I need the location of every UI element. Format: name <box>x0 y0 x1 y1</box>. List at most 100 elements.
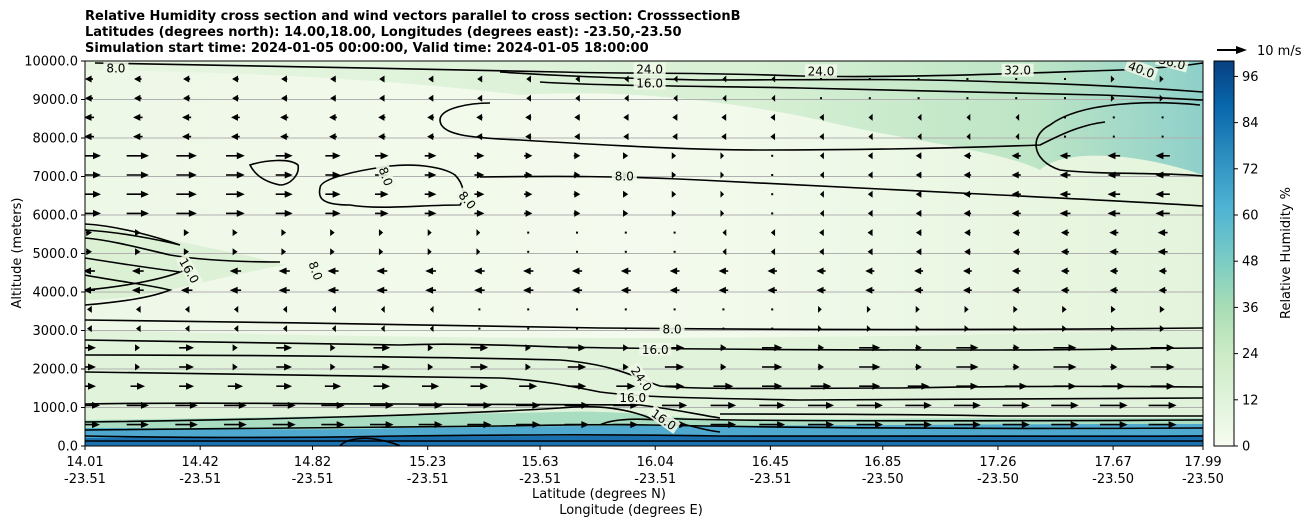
contour-line <box>85 237 281 263</box>
wind-vector <box>182 133 192 141</box>
wind-vector <box>276 363 293 371</box>
wind-vector <box>126 401 149 409</box>
wind-vector <box>770 133 776 141</box>
wind-vector <box>527 231 530 234</box>
wind-vector <box>515 421 541 429</box>
wind-vector <box>721 133 727 141</box>
wind-vector <box>1109 248 1119 256</box>
wind-vector <box>771 212 774 215</box>
wind-vector <box>1110 94 1115 102</box>
wind-vector <box>527 308 530 311</box>
wind-vector <box>527 327 530 330</box>
wind-vector <box>771 174 774 176</box>
contour-label: 24.0 <box>633 62 666 76</box>
wind-vector <box>917 133 922 141</box>
wind-vector <box>713 382 734 390</box>
wind-vector <box>859 363 881 371</box>
wind-vector <box>232 344 238 352</box>
wind-vector <box>429 325 434 333</box>
wind-vector <box>424 209 437 217</box>
wind-vector <box>819 209 824 217</box>
colorbar-ticks: 0 12 24 36 48 60 72 84 96 <box>1234 70 1259 455</box>
wind-vector <box>229 267 242 275</box>
wind-vector <box>575 94 580 102</box>
wind-vector <box>722 308 725 311</box>
wind-vector <box>573 152 581 160</box>
wind-vector <box>914 267 924 275</box>
wind-vector <box>1060 286 1070 294</box>
wind-vector <box>966 78 969 80</box>
contour-label: 16.0 <box>633 76 666 91</box>
wind-vector <box>86 229 92 237</box>
wind-vector <box>474 171 485 179</box>
wind-vector <box>176 190 197 198</box>
wind-vector <box>819 190 824 198</box>
wind-vector <box>179 363 195 371</box>
svg-text:16.0: 16.0 <box>636 77 663 91</box>
wind-vector <box>525 344 531 352</box>
wind-vector <box>226 152 245 160</box>
wind-vector <box>1107 171 1121 179</box>
wind-vector <box>330 248 335 256</box>
x-tick-label-longitude: -23.51 <box>407 472 449 487</box>
wind-vector <box>567 382 587 390</box>
wind-vector <box>1053 363 1077 371</box>
wind-vector <box>232 94 239 102</box>
contour-line <box>85 223 181 246</box>
wind-vector <box>622 344 629 352</box>
wind-vector <box>424 190 437 198</box>
wind-vector <box>720 344 727 352</box>
colorbar-tick-label: 96 <box>1242 70 1259 85</box>
x-tick-label-latitude: 16.04 <box>637 455 674 470</box>
wind-vector <box>1012 363 1020 371</box>
wind-vector <box>1051 401 1079 409</box>
contour-line <box>439 102 1106 151</box>
wind-vector <box>226 209 245 217</box>
wind-vector <box>233 305 239 313</box>
wind-vector <box>1059 190 1071 198</box>
wind-vector <box>1099 401 1128 409</box>
wind-vector <box>669 286 680 294</box>
wind-vector <box>523 267 534 275</box>
wind-vector <box>623 113 629 121</box>
wind-vector <box>1107 152 1121 160</box>
wind-vector <box>1064 78 1066 80</box>
wind-vector <box>1110 363 1118 371</box>
wind-vector <box>223 421 247 429</box>
wind-vector <box>331 325 336 333</box>
wind-vector <box>1148 401 1177 409</box>
wind-vector <box>720 209 725 217</box>
chart-title-line-2: Latitudes (degrees north): 14.00,18.00, … <box>85 25 682 40</box>
wind-vector <box>133 133 143 141</box>
x-tick-label-longitude: -23.51 <box>64 472 106 487</box>
wind-vector <box>232 248 238 256</box>
wind-vector <box>329 133 337 141</box>
wind-vector <box>1011 190 1021 198</box>
wind-vector <box>720 190 725 198</box>
wind-vector <box>856 401 883 409</box>
wind-vector <box>325 171 341 179</box>
wind-vector <box>1060 229 1070 237</box>
quiver-key-arrowhead <box>1236 46 1247 54</box>
wind-vector <box>223 401 247 409</box>
wind-vector <box>330 344 336 352</box>
wind-vector <box>1112 116 1115 119</box>
wind-vector <box>467 421 492 429</box>
wind-vector <box>759 421 786 429</box>
wind-vector <box>1150 382 1175 390</box>
wind-vector <box>133 113 143 121</box>
wind-vector <box>134 94 142 102</box>
wind-vector <box>375 209 389 217</box>
wind-vector <box>85 382 96 390</box>
wind-vector <box>176 152 197 160</box>
wind-vector <box>868 78 871 80</box>
wind-vector <box>915 305 920 313</box>
wind-vector <box>427 113 435 121</box>
contour-line <box>499 71 1203 93</box>
wind-vector <box>1004 382 1028 390</box>
x-tick-label-latitude: 14.42 <box>182 455 219 470</box>
wind-vector <box>477 75 483 83</box>
wind-vector <box>231 133 240 141</box>
chart-title-line-3: Simulation start time: 2024-01-05 00:00:… <box>85 41 649 56</box>
contour-line <box>339 437 401 446</box>
